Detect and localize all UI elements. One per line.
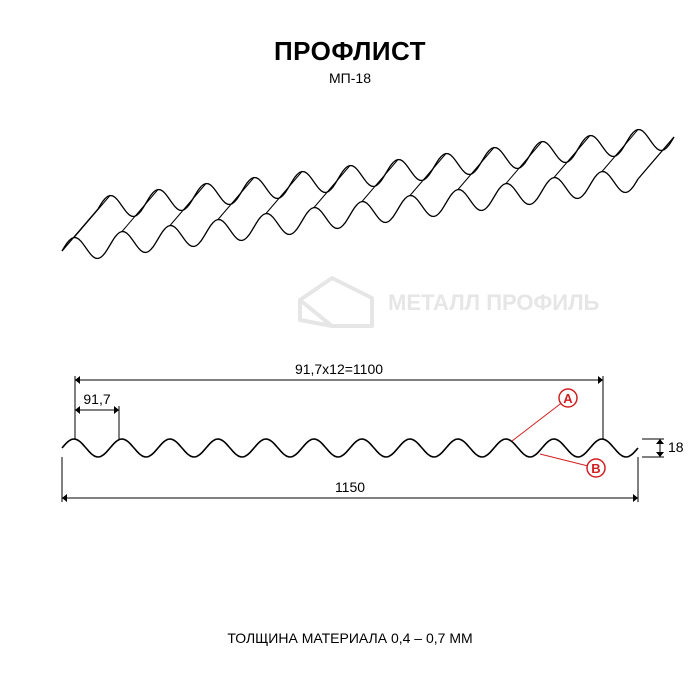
iso-ridge: [458, 148, 494, 190]
iso-ridge: [74, 196, 110, 238]
profile-view: [62, 439, 638, 457]
dimensions: 91,7х12=1100 91,7 1150 18: [62, 361, 684, 502]
iso-ridge: [122, 190, 158, 232]
profile-wave: [62, 439, 638, 457]
diagram-svg: МЕТАЛЛ ПРОФИЛЬ91,7х12=110091,7115018AB: [0, 0, 700, 700]
watermark-text: МЕТАЛЛ ПРОФИЛЬ: [388, 290, 600, 315]
iso-ridge: [506, 142, 542, 184]
label-a-text: A: [563, 391, 573, 406]
iso-ridge: [218, 178, 254, 220]
watermark: МЕТАЛЛ ПРОФИЛЬ: [300, 278, 600, 326]
point-labels: AB: [512, 389, 605, 477]
dim-label: 91,7х12=1100: [295, 361, 383, 377]
iso-view: [62, 130, 674, 259]
watermark-icon: [300, 278, 372, 326]
iso-ridge: [554, 136, 590, 178]
iso-ridge: [266, 172, 302, 214]
iso-ridge: [410, 154, 446, 196]
diagram-page: { "title": {"text":"ПРОФЛИСТ","fontsize"…: [0, 0, 700, 700]
iso-ridge: [314, 166, 350, 208]
label-a-leader: [512, 398, 568, 441]
iso-ridge: [170, 184, 206, 226]
iso-ridge: [602, 130, 638, 172]
label-b-text: B: [591, 461, 600, 476]
iso-front-edge: [62, 172, 638, 259]
iso-ridge: [362, 160, 398, 202]
dim-label: 91,7: [83, 391, 110, 407]
dim-label: 1150: [335, 479, 365, 495]
dim-label: 18: [668, 439, 684, 455]
